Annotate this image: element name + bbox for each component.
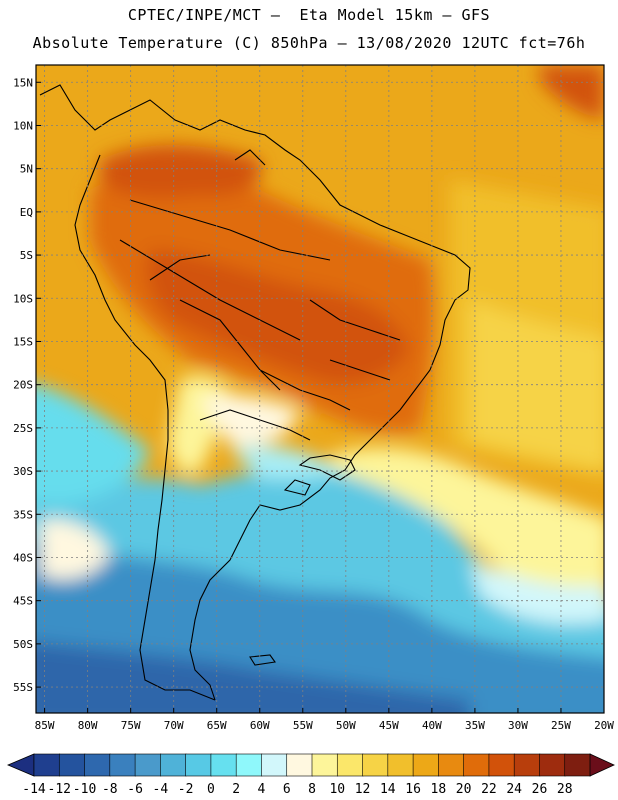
colorbar-label: 20 — [456, 782, 472, 797]
latitude-labels: 15N 10N 5N EQ 5S 10S 15S 20S 25S 30S 35S 40S 45S 50S 5… — [13, 76, 41, 694]
lon-label: 70W — [164, 719, 184, 732]
lat-label: 50S — [13, 638, 33, 651]
colorbar-swatch — [185, 753, 212, 777]
lat-label: 45S — [13, 595, 33, 608]
colorbar-label: 10 — [329, 782, 345, 797]
lat-label: EQ — [20, 206, 33, 219]
map-frame — [35, 64, 605, 714]
lat-label: 10S — [13, 292, 33, 305]
colorbar-swatch — [160, 753, 187, 777]
colorbar-label: -6 — [127, 782, 143, 797]
grid-lines — [36, 65, 605, 713]
lat-label: 55S — [13, 681, 33, 694]
colorbar-swatch — [261, 753, 288, 777]
colorbar-swatch — [286, 753, 313, 777]
colorbar-label: 18 — [431, 782, 447, 797]
lon-label: 60W — [250, 719, 270, 732]
lat-label: 15S — [13, 335, 33, 348]
colorbar-label: -14 — [22, 782, 46, 797]
colorbar-label: 4 — [258, 782, 266, 797]
lon-label: 20W — [594, 719, 614, 732]
lon-label: 55W — [293, 719, 313, 732]
lat-label: 5N — [20, 163, 33, 176]
lon-label: 80W — [78, 719, 98, 732]
colorbar-swatch — [58, 753, 86, 777]
colorbar-label: 26 — [532, 782, 548, 797]
colorbar-swatch — [412, 753, 440, 777]
colorbar-label: 22 — [481, 782, 497, 797]
colorbar-label: 2 — [232, 782, 240, 797]
colorbar-label: 12 — [355, 782, 371, 797]
colorbar-label: 16 — [405, 782, 421, 797]
temperature-field — [36, 65, 604, 713]
colorbar-swatch — [539, 753, 566, 777]
lon-label: 40W — [422, 719, 442, 732]
colorbar-label: -8 — [102, 782, 118, 797]
colorbar-swatch — [564, 753, 591, 777]
colorbar-label: -2 — [178, 782, 194, 797]
colorbar-over-triangle — [589, 753, 615, 777]
map-title-line2: Absolute Temperature (C) 850hPa – 13/08/… — [32, 34, 586, 52]
colorbar-swatch — [33, 753, 61, 777]
colorbar-label: 0 — [207, 782, 215, 797]
lat-label: 35S — [13, 508, 33, 521]
lat-label: 30S — [13, 465, 33, 478]
lon-label: 25W — [551, 719, 571, 732]
colorbar-labels: -14 -12 -10 -8 -6 -4 -2 0 2 4 6 8 10 12 14 16 18 20 22 24 26… — [22, 782, 572, 797]
colorbar-label: -12 — [48, 782, 71, 797]
lon-label: 75W — [121, 719, 141, 732]
map-title-line1: CPTEC/INPE/MCT – Eta Model 15km – GFS — [127, 6, 491, 24]
lon-label: 50W — [336, 719, 356, 732]
colorbar-under-triangle — [6, 753, 35, 777]
colorbar-swatch — [438, 753, 465, 777]
lon-label: 45W — [379, 719, 399, 732]
longitude-labels: 85W 80W 75W 70W 65W 60W 55W 50W 45W 40W 35W 30W 25W 2… — [35, 708, 614, 732]
colorbar-swatch — [387, 753, 414, 777]
lon-label: 65W — [207, 719, 227, 732]
lat-label: 15N — [13, 76, 33, 89]
lon-label: 30W — [508, 719, 528, 732]
colorbar-label: 14 — [380, 782, 396, 797]
lat-label: 10N — [13, 119, 33, 132]
colorbar-swatch — [109, 753, 136, 777]
lat-label: 20S — [13, 379, 33, 392]
lon-label: 85W — [35, 719, 55, 732]
colorbar-label: 6 — [283, 782, 291, 797]
lat-label: 25S — [13, 422, 33, 435]
colorbar-swatch — [513, 753, 541, 777]
colorbar-label: -4 — [153, 782, 169, 797]
lat-label: 40S — [13, 551, 33, 564]
colorbar-swatch — [362, 753, 389, 777]
colorbar — [6, 753, 615, 777]
colorbar-label: 24 — [506, 782, 522, 797]
colorbar-swatch — [210, 753, 237, 777]
colorbar-swatch — [336, 753, 364, 777]
colorbar-swatch — [235, 753, 263, 777]
colorbar-swatch — [84, 753, 111, 777]
colorbar-swatch — [134, 753, 162, 777]
colorbar-label: 28 — [557, 782, 573, 797]
colorbar-swatch — [488, 753, 515, 777]
colorbar-label: -10 — [73, 782, 96, 797]
lat-label: 5S — [20, 249, 33, 262]
colorbar-swatch — [311, 753, 339, 777]
colorbar-label: 8 — [308, 782, 316, 797]
colorbar-swatch — [463, 753, 490, 777]
lon-label: 35W — [465, 719, 485, 732]
